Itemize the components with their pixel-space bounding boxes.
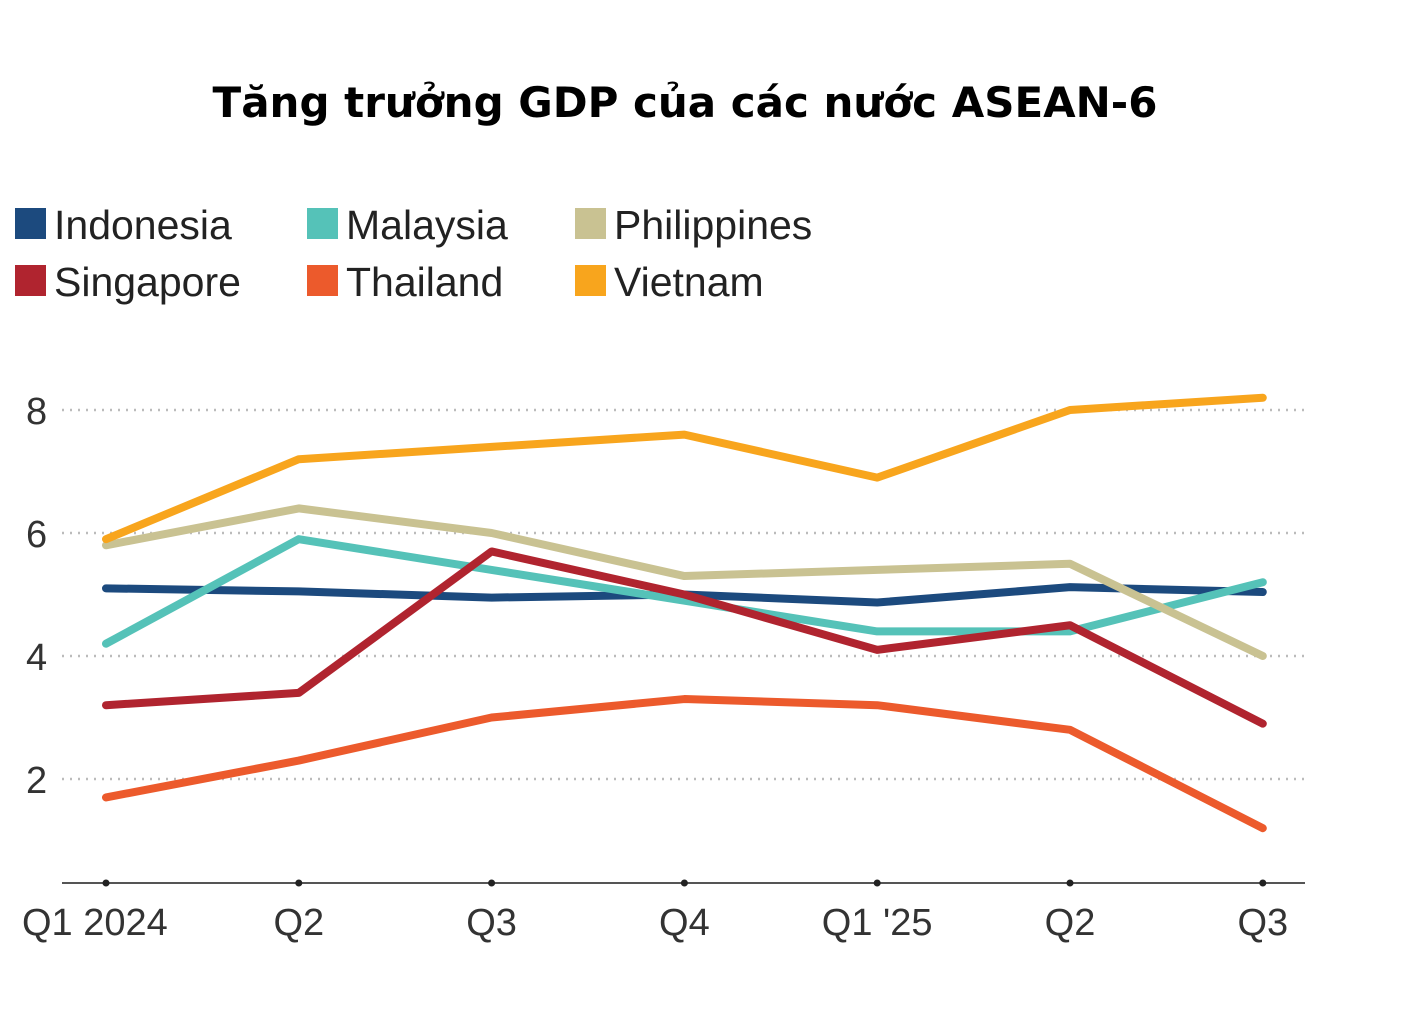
- legend-swatch-indonesia: [15, 208, 46, 239]
- x-tick-label: Q4: [659, 902, 710, 944]
- legend-swatch-vietnam: [575, 265, 606, 296]
- legend-label-thailand: Thailand: [346, 259, 503, 305]
- series-line-thailand: [102, 695, 1267, 833]
- x-tick-label: Q3: [1237, 902, 1288, 944]
- x-tick-mark: [1066, 879, 1074, 887]
- series-line-vietnam: [102, 393, 1267, 544]
- x-tick-label: Q2: [273, 902, 324, 944]
- x-tick-mark: [488, 879, 496, 887]
- x-tick-label: Q1 '25: [822, 902, 933, 944]
- y-tick-label: 4: [26, 637, 47, 679]
- legend-label-indonesia: Indonesia: [54, 202, 232, 248]
- legend-label-philippines: Philippines: [614, 202, 812, 248]
- x-tick-label: Q1 2024: [22, 902, 168, 944]
- x-tick-mark: [1259, 879, 1267, 887]
- x-tick-mark: [680, 879, 688, 887]
- legend-swatch-singapore: [15, 265, 46, 296]
- y-tick-label: 6: [26, 514, 47, 556]
- series-line-malaysia: [102, 535, 1267, 648]
- x-tick-label: Q2: [1045, 902, 1096, 944]
- series-line-philippines: [102, 504, 1267, 660]
- x-tick-mark: [295, 879, 303, 887]
- x-tick-mark: [873, 879, 881, 887]
- y-tick-label: 8: [26, 391, 47, 433]
- x-tick-mark: [102, 879, 110, 887]
- legend-label-malaysia: Malaysia: [346, 202, 508, 248]
- legend-swatch-philippines: [575, 208, 606, 239]
- legend-label-vietnam: Vietnam: [614, 259, 764, 305]
- legend-swatch-thailand: [307, 265, 338, 296]
- y-tick-label: 2: [26, 760, 47, 802]
- legend-swatch-malaysia: [307, 208, 338, 239]
- x-tick-label: Q3: [466, 902, 517, 944]
- series-line-singapore: [102, 547, 1267, 728]
- chart-title: Tăng trưởng GDP của các nước ASEAN-6: [212, 78, 1158, 127]
- legend-label-singapore: Singapore: [54, 259, 241, 305]
